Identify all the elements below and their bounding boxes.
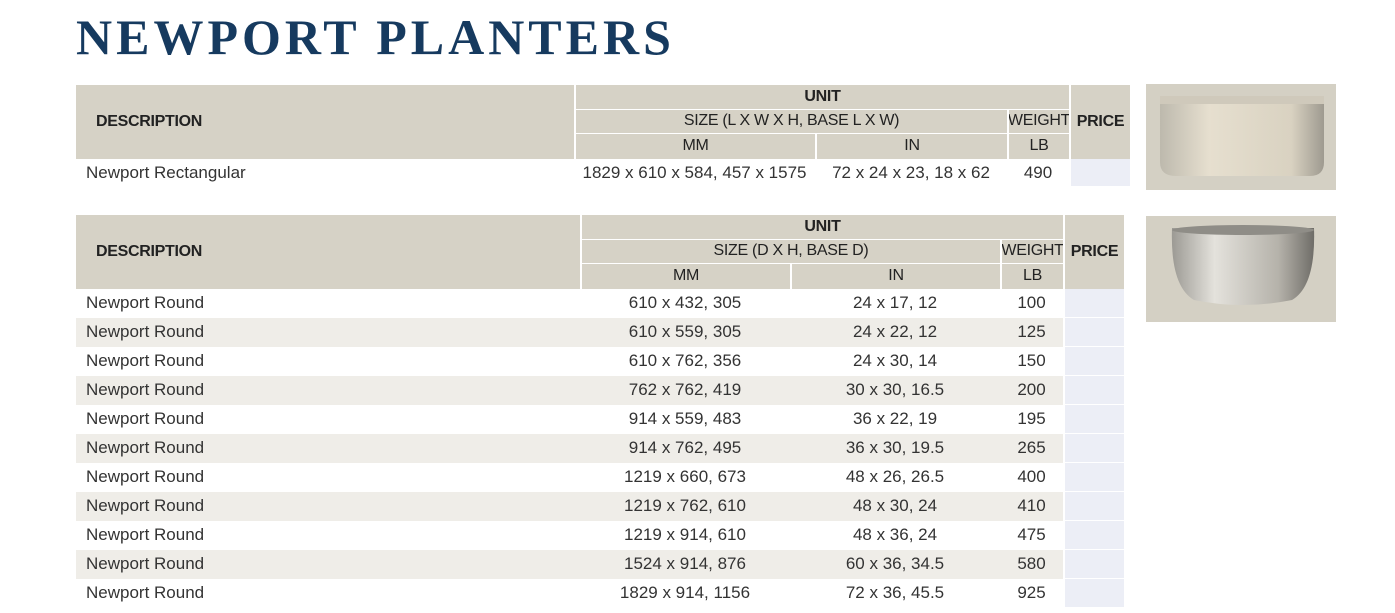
- row-size-mm: 1524 x 914, 876: [624, 554, 746, 573]
- row-size-in: 48 x 30, 24: [852, 496, 938, 515]
- table-row: [76, 158, 1069, 187]
- header-price: PRICE: [1071, 85, 1130, 159]
- row-size-mm: 1219 x 762, 610: [624, 496, 746, 515]
- row-size-in: 72 x 36, 45.5: [845, 583, 945, 602]
- row-weight-lb: 475: [1017, 525, 1046, 544]
- header-weight: WEIGHT: [1009, 109, 1069, 133]
- row-size-in: 48 x 36, 24: [852, 525, 938, 544]
- table-row: [76, 317, 1063, 347]
- row-size-mm: 610 x 432, 305: [628, 293, 742, 312]
- table-row: [76, 578, 1063, 608]
- product-image: [1146, 84, 1336, 190]
- price-input: [1065, 346, 1124, 375]
- row-weight-lb: 410: [1017, 496, 1046, 515]
- page-title: NEWPORT PLANTERS: [76, 9, 675, 65]
- table-row: [76, 549, 1063, 579]
- row-size-mm: 1829 x 610 x 584, 457 x 1575: [582, 162, 807, 182]
- row-size-in: 24 x 22, 12: [852, 322, 938, 341]
- row-weight-lb: 125: [1017, 322, 1046, 341]
- row-description: Newport Rectangular: [86, 162, 246, 182]
- row-weight-lb: 490: [1023, 162, 1053, 182]
- row-weight-lb: 580: [1017, 554, 1046, 573]
- table-row: [76, 433, 1063, 463]
- header-mm: MM: [582, 264, 790, 289]
- row-size-in: 36 x 22, 19: [852, 409, 938, 428]
- header-size: SIZE (L X W X H, BASE L X W): [576, 109, 1007, 133]
- header-mm: MM: [576, 134, 815, 159]
- header-weight: WEIGHT: [1002, 239, 1063, 263]
- header-price: PRICE: [1065, 215, 1124, 289]
- header-description: DESCRIPTION: [76, 85, 574, 159]
- row-description: Newport Round: [86, 409, 205, 428]
- table-row: [76, 520, 1063, 550]
- price-input: [1065, 433, 1124, 462]
- product-image: [1146, 216, 1336, 322]
- row-size-in: 24 x 30, 14: [852, 351, 938, 370]
- row-size-in: 24 x 17, 12: [852, 293, 938, 312]
- table-row: [76, 288, 1063, 318]
- row-weight-lb: 100: [1017, 293, 1046, 312]
- row-size-mm: 762 x 762, 419: [628, 380, 742, 399]
- price-input: [1065, 404, 1124, 433]
- table-row: [76, 462, 1063, 492]
- header-lb: LB: [1009, 134, 1069, 159]
- header-size: SIZE (D X H, BASE D): [582, 239, 1000, 263]
- planter-illustration: [1160, 96, 1324, 176]
- price-input: [1071, 158, 1130, 186]
- row-size-in: 60 x 36, 34.5: [845, 554, 945, 573]
- row-size-in: 36 x 30, 19.5: [845, 438, 945, 457]
- row-description: Newport Round: [86, 380, 205, 399]
- price-input: [1065, 549, 1124, 578]
- row-description: Newport Round: [86, 438, 205, 457]
- table-row: [76, 346, 1063, 376]
- row-description: Newport Round: [86, 351, 205, 370]
- table-row: [76, 404, 1063, 434]
- row-description: Newport Round: [86, 554, 205, 573]
- row-size-in: 72 x 24 x 23, 18 x 62: [832, 162, 990, 182]
- header-lb: LB: [1002, 264, 1063, 289]
- row-description: Newport Round: [86, 467, 205, 486]
- header-unit: UNIT: [582, 215, 1063, 239]
- row-size-mm: 610 x 559, 305: [628, 322, 742, 341]
- header-in: IN: [792, 264, 1000, 289]
- row-size-in: 48 x 26, 26.5: [845, 467, 945, 486]
- header-description: DESCRIPTION: [76, 215, 580, 289]
- price-input: [1065, 288, 1124, 317]
- header-unit: UNIT: [576, 85, 1069, 109]
- row-size-mm: 610 x 762, 356: [628, 351, 742, 370]
- row-weight-lb: 150: [1017, 351, 1046, 370]
- price-input: [1065, 462, 1124, 491]
- row-size-mm: 1829 x 914, 1156: [619, 583, 751, 602]
- row-weight-lb: 200: [1017, 380, 1046, 399]
- price-input: [1065, 375, 1124, 404]
- row-weight-lb: 195: [1017, 409, 1046, 428]
- row-description: Newport Round: [86, 583, 205, 602]
- row-size-mm: 1219 x 660, 673: [624, 467, 746, 486]
- price-input: [1065, 520, 1124, 549]
- row-size-mm: 914 x 762, 495: [628, 438, 742, 457]
- price-input: [1065, 491, 1124, 520]
- price-input: [1065, 317, 1124, 346]
- row-description: Newport Round: [86, 322, 205, 341]
- table-row: [76, 375, 1063, 405]
- row-description: Newport Round: [86, 496, 205, 515]
- row-description: Newport Round: [86, 293, 205, 312]
- row-size-mm: 914 x 559, 483: [628, 409, 742, 428]
- row-size-mm: 1219 x 914, 610: [624, 525, 746, 544]
- row-description: Newport Round: [86, 525, 205, 544]
- row-weight-lb: 925: [1017, 583, 1046, 602]
- row-weight-lb: 400: [1017, 467, 1046, 486]
- price-input: [1065, 578, 1124, 607]
- planter-illustration: [1171, 225, 1315, 305]
- row-weight-lb: 265: [1017, 438, 1046, 457]
- row-size-in: 30 x 30, 16.5: [845, 380, 945, 399]
- header-in: IN: [817, 134, 1007, 159]
- table-row: [76, 491, 1063, 521]
